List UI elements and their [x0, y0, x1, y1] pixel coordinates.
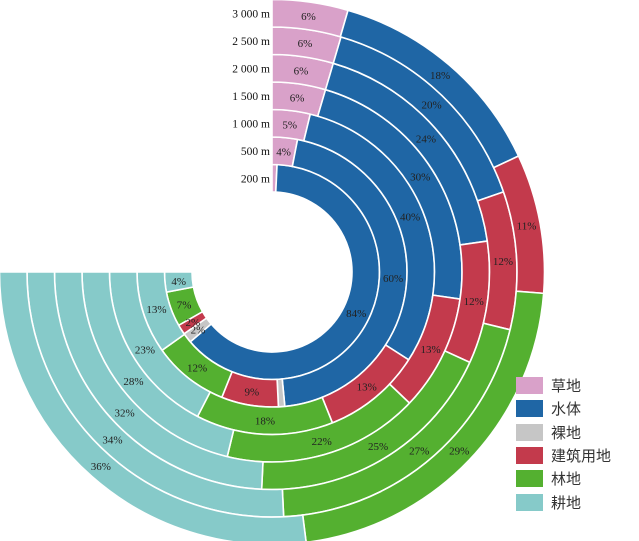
value-label: 30% — [410, 172, 430, 184]
value-label: 2% — [186, 317, 201, 329]
ring-label: 500 m — [241, 146, 270, 158]
ring-label: 200 m — [241, 173, 270, 185]
value-label: 6% — [298, 38, 313, 50]
legend: 草地 水体 裸地 建筑用地 林地 耕地 — [516, 374, 636, 514]
value-label: 20% — [421, 100, 441, 112]
value-label: 84% — [346, 308, 366, 320]
legend-item-built-up: 建筑用地 — [516, 444, 636, 467]
ring-2 — [136, 136, 408, 408]
value-label: 24% — [416, 134, 436, 146]
legend-item-forest: 林地 — [516, 467, 636, 490]
value-label: 12% — [493, 256, 513, 268]
value-label: 27% — [409, 445, 429, 457]
legend-swatch-forest — [516, 470, 543, 488]
value-label: 23% — [135, 344, 155, 356]
legend-label-water: 水体 — [551, 400, 582, 419]
value-label: 5% — [282, 119, 297, 131]
legend-swatch-bare-land — [516, 423, 543, 441]
value-label: 2% — [191, 324, 206, 336]
ring-label: 3 000 m — [232, 8, 270, 20]
value-label: 25% — [368, 441, 388, 453]
legend-label-built-up: 建筑用地 — [551, 447, 612, 466]
value-label: 11% — [517, 221, 537, 233]
value-label: 6% — [301, 11, 316, 23]
legend-item-grassland: 草地 — [516, 374, 636, 397]
ring-label: 2 000 m — [232, 63, 270, 75]
percent-labels: 84% 2%2% 7% 4% 4% 60% 9% 12% 13% 5% 40% 13% 18% 23% 6%… — [91, 11, 537, 473]
ring-1 — [163, 163, 381, 381]
value-label: 60% — [383, 273, 403, 285]
value-label: 22% — [312, 436, 332, 448]
legend-swatch-water — [516, 400, 543, 418]
value-label: 6% — [290, 93, 305, 105]
value-label: 12% — [187, 362, 207, 374]
value-label: 9% — [245, 387, 260, 399]
value-label: 12% — [464, 296, 484, 308]
value-label: 32% — [114, 408, 134, 420]
legend-item-cropland: 耕地 — [516, 490, 636, 513]
legend-swatch-grassland — [516, 377, 543, 395]
legend-swatch-built-up — [516, 447, 543, 465]
value-label: 13% — [420, 344, 440, 356]
value-label: 18% — [430, 70, 450, 82]
value-label: 40% — [400, 212, 420, 224]
value-label: 36% — [91, 461, 111, 473]
ring-4 — [81, 81, 463, 463]
segment-forest — [301, 290, 545, 541]
legend-item-water: 水体 — [516, 397, 636, 420]
value-label: 28% — [123, 376, 143, 388]
legend-label-cropland: 耕地 — [551, 493, 582, 512]
legend-label-grassland: 草地 — [551, 377, 582, 396]
ring-label: 2 500 m — [232, 36, 270, 48]
legend-label-bare-land: 裸地 — [551, 423, 582, 442]
value-label: 4% — [276, 146, 291, 158]
value-label: 6% — [294, 65, 309, 77]
value-label: 13% — [357, 382, 377, 394]
value-label: 13% — [146, 304, 166, 316]
ring-7 — [0, 0, 546, 541]
value-label: 4% — [171, 276, 186, 288]
value-label: 29% — [449, 446, 469, 458]
ring-label: 1 500 m — [232, 91, 270, 103]
ring-6 — [26, 26, 518, 518]
legend-label-forest: 林地 — [551, 470, 582, 489]
ring-label: 1 000 m — [232, 118, 270, 130]
value-label: 7% — [177, 299, 192, 311]
legend-swatch-cropland — [516, 493, 543, 511]
segment-cropland — [0, 271, 307, 541]
legend-item-bare-land: 裸地 — [516, 421, 636, 444]
value-label: 18% — [255, 416, 275, 428]
value-label: 34% — [102, 434, 122, 446]
